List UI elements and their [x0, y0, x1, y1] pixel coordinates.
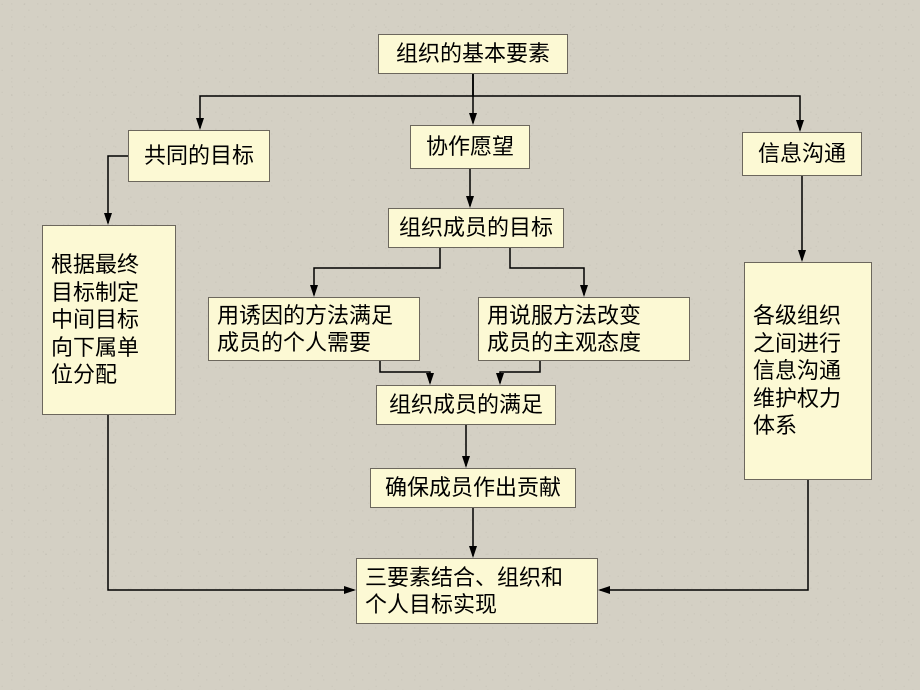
- edge-persuade-satisfy: [500, 361, 540, 383]
- node-satisfy: 组织成员的满足: [376, 385, 556, 425]
- node-label: 用说服方法改变成员的主观态度: [487, 302, 641, 357]
- node-members: 组织成员的目标: [388, 208, 564, 248]
- node-goal: 共同的目标: [128, 130, 270, 182]
- node-label: 协作愿望: [426, 133, 514, 161]
- node-label: 共同的目标: [144, 142, 254, 170]
- edge-members-persuade: [510, 248, 584, 295]
- edge-rightbig-final: [600, 480, 808, 590]
- node-info: 信息沟通: [742, 132, 862, 176]
- node-final: 三要素结合、组织和个人目标实现: [356, 558, 598, 624]
- node-persuade: 用说服方法改变成员的主观态度: [478, 297, 690, 361]
- edge-leftbig-final: [108, 415, 354, 590]
- edge-root-goal: [200, 74, 473, 128]
- node-label: 组织成员的目标: [399, 214, 553, 242]
- node-left_big: 根据最终目标制定中间目标向下属单位分配: [42, 225, 176, 415]
- node-label: 用诱因的方法满足成员的个人需要: [217, 302, 393, 357]
- node-label: 组织的基本要素: [396, 40, 550, 68]
- node-label: 组织成员的满足: [389, 391, 543, 419]
- node-label: 各级组织之间进行信息沟通维护权力体系: [753, 302, 841, 440]
- edge-root-info: [473, 74, 800, 130]
- node-induce: 用诱因的方法满足成员的个人需要: [208, 297, 420, 361]
- node-label: 信息沟通: [758, 140, 846, 168]
- node-label: 确保成员作出贡献: [385, 474, 561, 502]
- edge-induce-satisfy: [380, 361, 430, 383]
- node-right_big: 各级组织之间进行信息沟通维护权力体系: [744, 262, 872, 480]
- node-label: 根据最终目标制定中间目标向下属单位分配: [51, 251, 139, 389]
- node-root: 组织的基本要素: [378, 34, 568, 74]
- node-label: 三要素结合、组织和个人目标实现: [365, 564, 563, 619]
- node-coop: 协作愿望: [410, 125, 530, 169]
- edge-members-induce: [314, 248, 440, 295]
- node-contrib: 确保成员作出贡献: [370, 468, 576, 508]
